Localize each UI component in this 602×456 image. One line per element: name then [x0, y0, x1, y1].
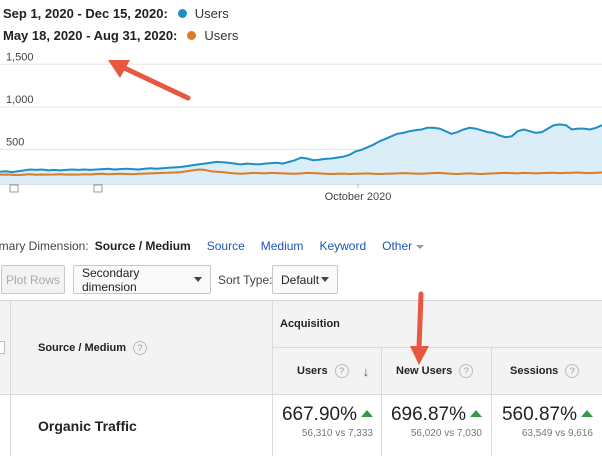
- source-medium-header-label: Source / Medium: [38, 341, 127, 354]
- previous-series-dot: [187, 30, 197, 40]
- select-all-checkbox[interactable]: [0, 341, 5, 354]
- row-source-cell: Organic Traffic: [11, 395, 273, 456]
- series-line-previous: [0, 168, 602, 177]
- sessions-header-label: Sessions: [510, 365, 559, 377]
- help-icon[interactable]: ?: [459, 364, 474, 378]
- chevron-down-icon: [321, 277, 329, 282]
- secondary-dimension-label: Secondary dimension: [82, 265, 140, 294]
- users-line-chart: 1,500 1,000 500 October 2020: [0, 51, 602, 203]
- header-new-users[interactable]: New Users ?: [382, 348, 492, 395]
- help-icon[interactable]: ?: [334, 364, 349, 378]
- y-tick-label: 1,000: [6, 94, 34, 106]
- users-change-pct: 667.90%: [281, 404, 357, 425]
- up-arrow-icon: [361, 409, 373, 417]
- dimension-other-label: Other: [382, 239, 413, 253]
- header-users[interactable]: Users ? ↓: [273, 348, 382, 395]
- row-checkbox-cell: [0, 395, 11, 456]
- primary-dimension-bar: rimary Dimension: Source / Medium Source…: [0, 238, 425, 254]
- dimension-source-medium[interactable]: Source / Medium: [94, 239, 191, 253]
- series-line-current: [0, 123, 602, 174]
- sort-type-value: Default: [281, 272, 320, 287]
- up-arrow-icon: [581, 409, 593, 417]
- dimension-source-link[interactable]: Source: [206, 239, 245, 253]
- current-range-label: Sep 1, 2020 - Dec 15, 2020:: [3, 5, 168, 21]
- up-arrow-icon: [470, 409, 482, 417]
- annotation-marker-icon[interactable]: [93, 184, 103, 193]
- sort-type-label: Sort Type:: [218, 272, 273, 287]
- new-users-comparison: 56,020 vs 7,030: [410, 428, 482, 439]
- sort-descending-icon[interactable]: ↓: [362, 363, 370, 379]
- sessions-comparison: 63,549 vs 9,616: [521, 428, 593, 439]
- new-users-change-pct: 696.87%: [390, 404, 466, 425]
- chevron-down-icon: [416, 244, 425, 249]
- dimension-other-dropdown[interactable]: Other: [382, 239, 425, 253]
- header-source-medium[interactable]: Source / Medium ?: [11, 300, 273, 395]
- report-table: Source / Medium ? Acquisition Users ? ↓ …: [0, 300, 602, 456]
- chevron-down-icon: [194, 277, 202, 282]
- plot-rows-button[interactable]: Plot Rows: [1, 265, 65, 294]
- new-users-header-label: New Users: [396, 365, 453, 377]
- row-label[interactable]: Organic Traffic: [38, 417, 137, 434]
- annotation-arrow-icon: [108, 60, 191, 101]
- current-series-dot: [177, 8, 187, 18]
- annotation-arrow-icon: [410, 291, 429, 365]
- header-checkbox-cell: [0, 300, 11, 395]
- users-comparison: 56,310 vs 7,333: [301, 428, 373, 439]
- help-icon[interactable]: ?: [133, 340, 148, 355]
- current-series-name: Users: [194, 5, 229, 21]
- y-tick-label: 500: [6, 136, 24, 148]
- secondary-dimension-dropdown[interactable]: Secondary dimension: [73, 265, 211, 294]
- x-tick-label: October 2020: [325, 191, 392, 203]
- dimension-keyword-link[interactable]: Keyword: [319, 239, 367, 253]
- acquisition-group-label: Acquisition: [280, 318, 340, 330]
- annotation-marker-icon[interactable]: [9, 184, 19, 193]
- header-acquisition-group: Acquisition: [273, 300, 602, 348]
- users-metric-cell: 667.90% 56,310 vs 7,333: [273, 395, 382, 456]
- header-sessions[interactable]: Sessions ?: [492, 348, 602, 395]
- new-users-metric-cell: 696.87% 56,020 vs 7,030: [382, 395, 492, 456]
- help-icon[interactable]: ?: [565, 364, 580, 378]
- dimension-medium-link[interactable]: Medium: [260, 239, 304, 253]
- y-tick-label: 1,500: [6, 51, 34, 63]
- users-header-label: Users: [297, 365, 328, 377]
- legend-previous-range: May 18, 2020 - Aug 31, 2020: Users: [3, 26, 238, 44]
- sessions-metric-cell: 560.87% 63,549 vs 9,616: [492, 395, 602, 456]
- primary-dimension-label: rimary Dimension:: [0, 239, 89, 253]
- previous-range-label: May 18, 2020 - Aug 31, 2020:: [3, 27, 178, 43]
- sort-type-dropdown[interactable]: Default: [272, 265, 338, 294]
- legend-current-range: Sep 1, 2020 - Dec 15, 2020: Users: [3, 4, 229, 22]
- sessions-change-pct: 560.87%: [501, 404, 577, 425]
- previous-series-name: Users: [204, 27, 239, 43]
